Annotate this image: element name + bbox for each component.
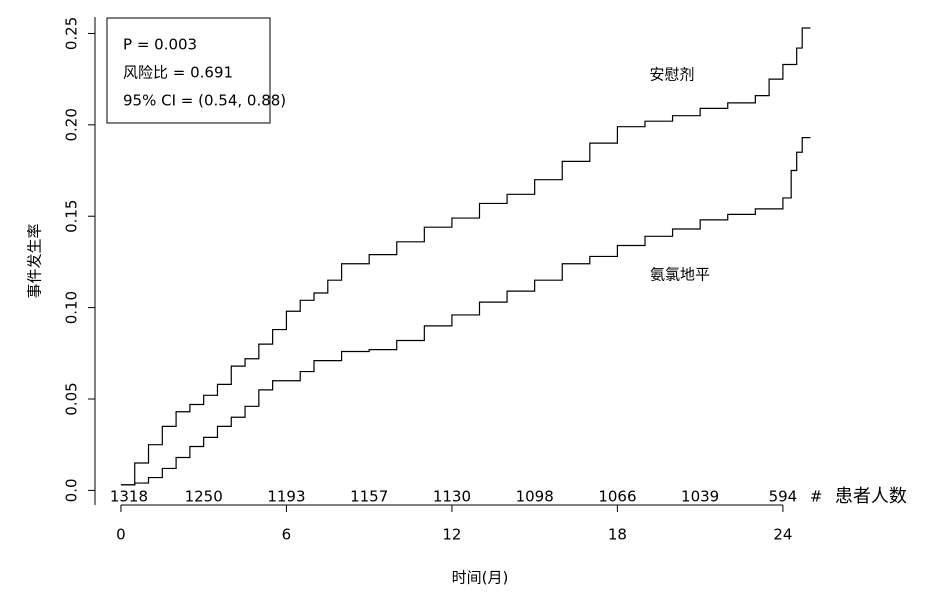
y-tick-label: 0.20 (63, 108, 81, 141)
at-risk-count: 1250 (185, 488, 223, 506)
x-axis-label: 时间(月) (452, 569, 509, 587)
at-risk-count: 594 (769, 488, 798, 506)
annotation: P = 0.003 (123, 36, 197, 54)
x-tick-label: 12 (442, 526, 461, 544)
series-line (120, 137, 811, 486)
at-risk-count: 1066 (598, 488, 636, 506)
y-tick-label: 0.05 (63, 382, 81, 415)
series-line (120, 27, 811, 486)
x-tick-label: 0 (116, 526, 126, 544)
series-label: 安慰剂 (649, 66, 694, 84)
at-risk-count: 1318 (110, 488, 148, 506)
at-risk-count: 1039 (681, 488, 719, 506)
at-risk-count: 1157 (350, 488, 388, 506)
y-tick-label: 0.0 (63, 478, 81, 502)
at-risk-count: 1193 (267, 488, 305, 506)
at-risk-label: 患者人数 (835, 486, 907, 507)
x-tick-label: 18 (608, 526, 627, 544)
y-axis-label: 事件发生率 (26, 223, 44, 298)
x-tick-label: 24 (773, 526, 792, 544)
y-tick-label: 0.15 (63, 200, 81, 233)
x-tick-label: 6 (282, 526, 292, 544)
annotation: 95% CI = (0.54, 0.88) (123, 92, 286, 110)
series-label: 氨氯地平 (650, 266, 710, 284)
at-risk-count: 1098 (516, 488, 554, 506)
y-tick-label: 0.10 (63, 291, 81, 324)
at-risk-marker: # (810, 488, 823, 506)
annotation-box (106, 17, 271, 124)
annotation: 风险比 = 0.691 (123, 64, 233, 82)
at-risk-count: 1130 (433, 488, 471, 506)
y-tick-label: 0.25 (63, 17, 81, 50)
